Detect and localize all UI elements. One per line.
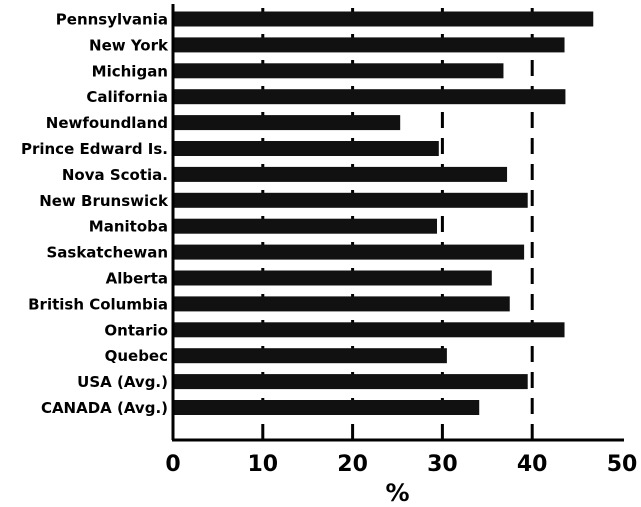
category-label: Ontario (104, 321, 168, 339)
bar-4 (173, 115, 401, 131)
x-tick-label: 40 (517, 452, 548, 477)
axes (171, 4, 624, 442)
x-tick-label: 10 (247, 452, 278, 477)
bar-3 (173, 89, 566, 105)
bar-2 (173, 63, 504, 79)
category-label: Alberta (106, 270, 168, 288)
category-label: Prince Edward Is. (21, 140, 168, 158)
bar-10 (173, 270, 492, 286)
bars (173, 11, 594, 415)
bar-7 (173, 192, 528, 208)
bar-5 (173, 141, 439, 156)
category-label: New York (89, 36, 169, 54)
bar-14 (173, 374, 528, 390)
category-label: Newfoundland (46, 114, 168, 132)
bar-13 (173, 348, 447, 364)
category-label: CANADA (Avg.) (41, 399, 168, 417)
category-label: Pennsylvania (56, 11, 168, 29)
x-axis-title: % (385, 479, 409, 507)
category-label: USA (Avg.) (77, 373, 168, 391)
category-label: Quebec (105, 347, 168, 365)
category-label: Nova Scotia. (62, 166, 168, 184)
x-tick-label: 20 (337, 452, 368, 477)
category-label: California (86, 88, 168, 106)
category-label: Saskatchewan (46, 244, 168, 262)
x-tick-label: 0 (165, 452, 180, 477)
bar-6 (173, 166, 508, 182)
x-tick-label: 30 (427, 452, 458, 477)
bar-0 (173, 11, 594, 27)
bar-9 (173, 244, 525, 260)
category-label: British Columbia (28, 295, 168, 313)
category-label: Manitoba (89, 218, 168, 236)
bar-11 (173, 296, 510, 312)
category-label: Michigan (92, 62, 168, 80)
bar-8 (173, 218, 438, 234)
tick-labels: 0 10 20 30 40 50 (165, 452, 637, 477)
bar-1 (173, 37, 565, 53)
category-label: New Brunswick (39, 192, 169, 210)
category-labels: Pennsylvania New York Michigan California Ne… (21, 11, 169, 418)
bar-12 (173, 322, 565, 338)
x-tick-label: 50 (607, 452, 638, 477)
bar-15 (173, 400, 480, 415)
